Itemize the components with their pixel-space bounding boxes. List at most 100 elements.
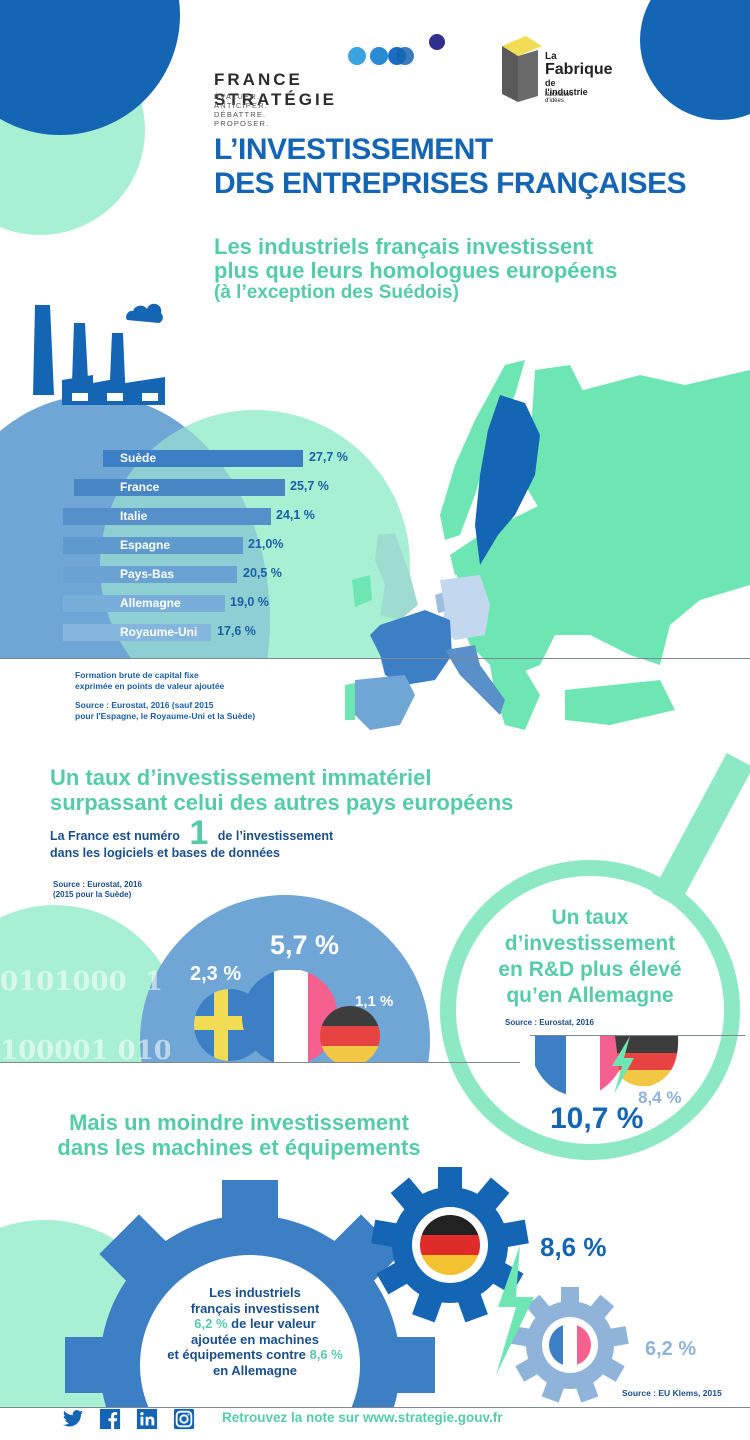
bar-value-italie: 24,1 % (276, 508, 315, 522)
section4-title-line1: Mais un moindre investissement (69, 1110, 409, 1135)
section3-title-line3: en R&D plus élevé (498, 958, 682, 981)
la-fabrique-line3: de l'industrie (545, 78, 588, 97)
section2-source: Source : Eurostat, 2016 (2015 pour la Su… (53, 880, 142, 900)
large-gear-icon (65, 1180, 435, 1408)
bar-label-italie: Italie (120, 509, 148, 523)
logo-dots-icon (348, 34, 445, 65)
factory-icon (33, 303, 165, 405)
bar-label-suede: Suède (120, 451, 157, 465)
bar-label-pays-bas: Pays-Bas (120, 567, 175, 581)
bar-row-royaume-uni: Royaume-Uni 17,6 % (0, 624, 360, 641)
section2-title-line1: Un taux d’investissement immatériel (50, 765, 432, 790)
note-line1: Formation brute de capital fixe (75, 670, 199, 680)
section2-source-line2: (2015 pour la Suède) (53, 890, 132, 899)
germany-software-pct: 1,1 % (355, 993, 394, 1010)
section4-title-line2: dans les machines et équipements (57, 1135, 421, 1160)
body-fr-pct: 6,2 % (194, 1316, 228, 1331)
linkedin-icon[interactable] (136, 1408, 158, 1430)
france-rd-pct: 10,7 % (550, 1102, 644, 1135)
france-machines-pct: 6,2 % (645, 1338, 697, 1360)
facebook-icon[interactable] (99, 1408, 121, 1430)
body-line1: Les industriels (209, 1285, 301, 1300)
section2-title-line2: surpassant celui des autres pays europée… (50, 790, 514, 815)
france-strategie-name: FRANCE STRATÉGIE (214, 70, 338, 109)
section3-title: Un taux d’investissement en R&D plus éle… (460, 905, 720, 1009)
la-fabrique-line1: La (545, 51, 557, 62)
bar-value-suede: 27,7 % (309, 450, 348, 464)
bar-italie (63, 508, 271, 525)
bar-pays-bas (63, 566, 237, 583)
france-strategie-tagline: ÉVALUER. ANTICIPER. DÉBATTRE. PROPOSER. (214, 92, 270, 128)
bar-allemagne (63, 595, 225, 612)
body-de-pct: 8,6 % (309, 1347, 343, 1362)
bar-row-espagne: Espagne 21,0% (0, 537, 360, 554)
bar-label-france: France (120, 480, 160, 494)
note-line2: exprimée en points de valeur ajoutée (75, 681, 225, 691)
website-link[interactable]: Retrouvez la note sur www.strategie.gouv… (222, 1410, 503, 1425)
bar-suede (103, 450, 303, 467)
social-links (62, 1408, 195, 1430)
section1-title-line1: Les industriels français investissent (214, 234, 594, 259)
source-line2: pour l'Espagne, le Royaume-Uni et la Suè… (75, 711, 256, 721)
europe-map (345, 360, 750, 730)
la-fabrique-line2: Fabrique (545, 61, 613, 78)
bar-row-italie: Italie 24,1 % (0, 508, 360, 525)
body-line2: français investissent (190, 1300, 320, 1316)
bar-label-espagne: Espagne (120, 538, 171, 552)
bar-row-pays-bas: Pays-Bas 20,5 % (0, 566, 360, 583)
bar-value-pays-bas: 20,5 % (243, 566, 282, 580)
body-line3: de leur valeur (227, 1316, 316, 1331)
bar-value-france: 25,7 % (290, 479, 329, 493)
section3-title-line2: d’investissement (504, 932, 676, 955)
instagram-icon[interactable] (173, 1408, 195, 1430)
twitter-icon[interactable] (62, 1408, 84, 1430)
bar-row-france: France 25,7 % (0, 479, 360, 496)
section3-divider (530, 1035, 745, 1036)
la-fabrique-line4: laboratoire d'idées (545, 92, 574, 104)
binary-row: 100001 010 (0, 1036, 170, 1060)
page-title: L’INVESTISSEMENT DES ENTREPRISES FRANÇAI… (214, 133, 687, 201)
rd-flags (535, 1036, 679, 1096)
france-gear-icon (511, 1287, 629, 1403)
germany-rd-pct: 8,4 % (638, 1088, 682, 1107)
body-line6: en Allemagne (212, 1362, 298, 1378)
page-title-line1: L’INVESTISSEMENT (214, 133, 493, 166)
bar-france (74, 479, 285, 496)
lightning-bolt-icon (496, 1245, 534, 1375)
section1-title-line2: plus que leurs homologues européens (214, 258, 618, 283)
rank-line2: dans les logiciels et bases de données (50, 846, 280, 860)
footer-divider (0, 1407, 750, 1408)
sweden-software-pct: 2,3 % (190, 963, 242, 985)
section1-note: Formation brute de capital fixe exprimée… (75, 670, 255, 722)
section1-title-line3: (à l’exception des Suédois) (214, 282, 459, 303)
rank-number: 1 (189, 814, 209, 852)
section3-title-line4: qu’en Allemagne (506, 984, 674, 1007)
bar-row-suede: Suède 27,7 % (0, 450, 360, 467)
bar-row-allemagne: Allemagne 19,0 % (0, 595, 360, 612)
page-title-line2: DES ENTREPRISES FRANÇAISES (214, 167, 687, 200)
source-line1: Source : Eurostat, 2016 (sauf 2015 (75, 700, 214, 710)
cube-icon (502, 36, 542, 102)
section1-divider (0, 658, 750, 659)
section2-title: Un taux d’investissement immatériel surp… (50, 765, 513, 815)
bar-value-royaume-uni: 17,6 % (217, 624, 256, 638)
bar-espagne (63, 537, 243, 554)
germany-machines-pct: 8,6 % (540, 1232, 607, 1262)
germany-gear-icon (371, 1167, 529, 1323)
section4-body-text: Les industriels français investissent 6,… (135, 1285, 375, 1378)
section4-source: Source : EU Klems, 2015 (622, 1388, 722, 1398)
section2-source-line1: Source : Eurostat, 2016 (53, 880, 142, 889)
section2-divider (0, 1062, 520, 1063)
bar-value-espagne: 21,0% (248, 537, 284, 551)
bar-label-allemagne: Allemagne (120, 596, 181, 610)
bar-value-allemagne: 19,0 % (230, 595, 269, 609)
rank-suffix: de l’investissement (217, 829, 334, 843)
body-line4: ajoutée en machines (191, 1331, 319, 1347)
section3-title-line1: Un taux (551, 906, 629, 929)
section1-title: Les industriels français investissent pl… (214, 235, 617, 303)
rank-prefix: La France est numéro (50, 829, 180, 843)
binary-row: 0101000 1 (0, 967, 163, 997)
bar-label-royaume-uni: Royaume-Uni (120, 625, 198, 639)
binary-code-decor: 0101000 1 100001 010 101100 0 0 010 0 0 … (0, 925, 170, 1060)
body-line5: et équipements contre (167, 1347, 310, 1362)
